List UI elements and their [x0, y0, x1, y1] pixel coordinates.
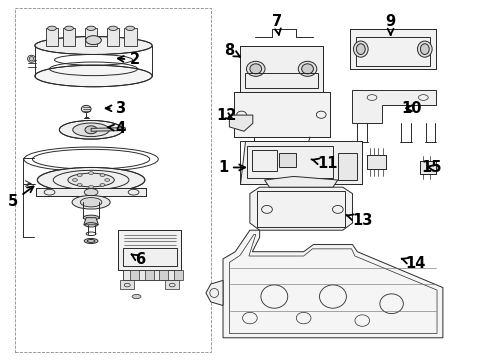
Bar — [121, 280, 134, 289]
Ellipse shape — [87, 26, 96, 31]
Bar — [356, 37, 430, 66]
Bar — [257, 192, 345, 227]
Bar — [123, 248, 176, 266]
Ellipse shape — [73, 123, 109, 136]
Bar — [367, 155, 386, 169]
Ellipse shape — [126, 26, 135, 31]
Bar — [338, 153, 357, 180]
Bar — [145, 270, 154, 280]
Ellipse shape — [84, 238, 98, 243]
Text: 11: 11 — [311, 156, 337, 171]
Polygon shape — [84, 218, 98, 225]
Bar — [165, 280, 179, 289]
Bar — [46, 28, 58, 45]
Bar — [245, 73, 318, 88]
Text: 9: 9 — [386, 14, 395, 35]
Ellipse shape — [86, 36, 101, 45]
Ellipse shape — [246, 61, 265, 76]
Bar — [159, 270, 168, 280]
Bar — [174, 270, 183, 280]
Bar — [63, 28, 75, 45]
Ellipse shape — [80, 198, 102, 207]
Ellipse shape — [100, 174, 105, 176]
Polygon shape — [265, 176, 338, 187]
Text: 14: 14 — [402, 256, 425, 271]
Bar — [420, 161, 436, 174]
Bar — [247, 146, 333, 178]
Text: 5: 5 — [8, 186, 33, 209]
Polygon shape — [352, 90, 436, 123]
Bar — [234, 92, 330, 137]
Ellipse shape — [77, 174, 82, 176]
Bar — [15, 8, 211, 352]
Polygon shape — [206, 280, 223, 306]
Text: 15: 15 — [421, 160, 442, 175]
Bar — [124, 28, 137, 45]
Polygon shape — [223, 230, 443, 338]
Ellipse shape — [72, 195, 110, 209]
Ellipse shape — [105, 179, 110, 181]
Ellipse shape — [59, 121, 123, 139]
Ellipse shape — [353, 41, 368, 57]
Bar — [350, 30, 436, 69]
Ellipse shape — [89, 172, 94, 175]
Bar — [123, 270, 176, 280]
Ellipse shape — [48, 26, 56, 31]
Ellipse shape — [100, 184, 105, 186]
Ellipse shape — [250, 64, 262, 74]
Ellipse shape — [302, 64, 314, 74]
Polygon shape — [240, 140, 362, 184]
Polygon shape — [250, 187, 352, 230]
Text: 13: 13 — [346, 213, 372, 228]
Ellipse shape — [417, 41, 432, 57]
Bar — [118, 230, 181, 270]
Text: 10: 10 — [401, 101, 421, 116]
Bar — [240, 45, 323, 92]
Text: 6: 6 — [131, 252, 145, 267]
Polygon shape — [229, 115, 253, 131]
Bar — [252, 149, 277, 171]
Bar — [240, 45, 323, 92]
Ellipse shape — [132, 294, 141, 299]
Text: 12: 12 — [216, 108, 237, 123]
Ellipse shape — [84, 189, 98, 196]
Ellipse shape — [298, 61, 317, 76]
Ellipse shape — [109, 26, 118, 31]
Bar — [107, 28, 120, 45]
Text: 1: 1 — [218, 160, 245, 175]
Ellipse shape — [27, 55, 35, 62]
Text: 2: 2 — [118, 52, 140, 67]
Ellipse shape — [77, 184, 82, 186]
Ellipse shape — [73, 179, 77, 181]
Bar — [85, 28, 98, 45]
Bar — [234, 92, 330, 137]
Bar — [118, 230, 181, 270]
Polygon shape — [36, 188, 147, 196]
Bar — [279, 153, 296, 167]
Bar — [367, 155, 386, 169]
Ellipse shape — [35, 65, 152, 87]
Bar — [130, 270, 139, 280]
Polygon shape — [91, 128, 125, 131]
Ellipse shape — [29, 57, 34, 61]
Ellipse shape — [420, 44, 429, 54]
Ellipse shape — [356, 44, 365, 54]
Ellipse shape — [81, 105, 91, 113]
Ellipse shape — [83, 215, 99, 220]
Bar — [240, 140, 362, 184]
Ellipse shape — [35, 37, 152, 54]
Ellipse shape — [37, 167, 145, 193]
Text: 7: 7 — [271, 14, 282, 35]
Bar — [420, 161, 436, 174]
Ellipse shape — [68, 173, 114, 187]
Ellipse shape — [89, 185, 94, 188]
Text: 8: 8 — [224, 44, 240, 58]
Text: 4: 4 — [108, 121, 125, 135]
Ellipse shape — [65, 26, 74, 31]
Text: 3: 3 — [106, 101, 125, 116]
Ellipse shape — [85, 126, 97, 134]
Bar — [350, 30, 436, 69]
